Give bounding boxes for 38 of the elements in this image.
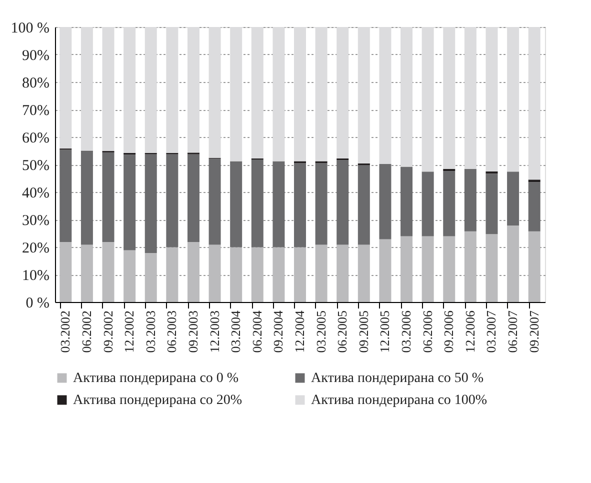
x-tick-label: 03.2005 [313,310,328,353]
y-tick-label: 0 % [26,296,50,312]
legend-label: Актива пондерирана со 0 % [73,371,239,386]
x-tick-label: 12.2002 [122,310,137,353]
y-tick-label: 10% [22,268,50,284]
y-tick-label: 60% [22,130,50,146]
x-tick-label: 06.2006 [420,310,435,353]
x-tick-label: 09.2002 [100,310,116,353]
legend-label: Актива пондерирана со 100% [311,393,488,408]
x-tick-label: 06.2007 [505,310,520,353]
x-tick-label: 09.2006 [441,310,456,353]
y-tick-label: 30% [22,213,50,229]
y-tick-label: 80% [22,76,50,92]
x-tick-label: 09.2007 [526,310,542,353]
x-tick-label: 06.2004 [249,310,264,353]
y-tick-label: 100 % [10,20,50,36]
y-tick-label: 50% [22,158,50,174]
y-tick-label: 20% [22,240,50,256]
y-tick-label: 40% [22,186,50,202]
y-tick-label: 90% [22,48,50,64]
x-tick-label: 09.2004 [270,310,286,353]
legend-label: Актива пондерирана со 50 % [311,371,484,386]
x-tick-label: 03.2003 [142,310,158,353]
x-tick-label: 12.2004 [292,310,307,353]
x-tick-label: 06.2003 [164,310,180,353]
x-tick-label: 09.2003 [185,310,200,353]
x-tick-label: 03.2004 [228,310,244,353]
x-tick-label: 03.2002 [58,310,73,353]
x-tick-label: 06.2005 [334,310,350,353]
legend-label: Актива пондерирана со 20% [73,393,242,408]
x-tick-label: 12.2003 [206,310,222,353]
x-tick-label: 12.2006 [462,310,478,353]
x-tick-label: 06.2002 [78,310,94,353]
x-tick-label: 03.2007 [484,310,499,353]
x-tick-label: 09.2005 [356,310,371,353]
x-tick-label: 03.2006 [398,310,414,353]
y-tick-label: 70% [22,103,50,119]
x-tick-label: 12.2005 [377,310,392,353]
